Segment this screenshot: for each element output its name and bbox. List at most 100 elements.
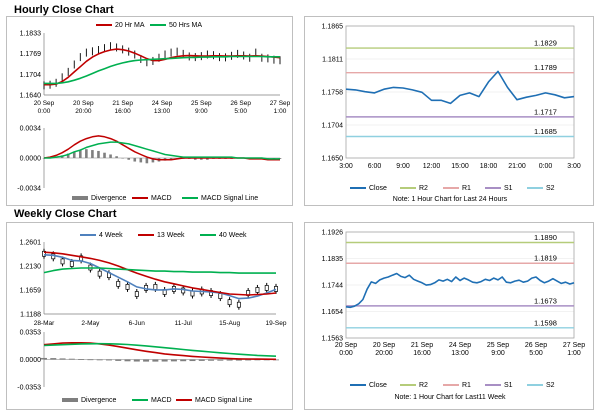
weekly-divergence-bar xyxy=(208,359,215,361)
weekly-price-x-tick: 19-Sep xyxy=(266,320,287,327)
weekly-close-x-tick-date: 24 Sep xyxy=(449,342,471,349)
weekly-ma13-legend-label: 13 Week xyxy=(157,232,185,239)
weekly-divergence-bar xyxy=(217,359,224,361)
weekly-price-candle xyxy=(125,284,130,290)
weekly-close-x-tick-date: 21 Sep xyxy=(411,342,433,349)
weekly-macd-y-tick: 0.0353 xyxy=(20,330,42,337)
hourly-price-x-tick-date: 20 Sep xyxy=(73,100,94,107)
hourly-left-panel xyxy=(6,16,293,206)
weekly-macd-line xyxy=(43,341,277,361)
weekly-close-x-tick-time: 16:00 xyxy=(413,350,431,357)
weekly-divergence-bar xyxy=(143,359,150,362)
weekly-divergence-bar xyxy=(50,358,57,360)
hourly-divergence-bar xyxy=(151,158,155,163)
weekly-signal-legend-label: MACD Signal Line xyxy=(195,397,252,404)
weekly-divergence-bar xyxy=(273,359,279,361)
weekly-close-r2-legend-label: R2 xyxy=(419,382,428,389)
hourly-price-x-tick-time: 5:00 xyxy=(234,108,247,115)
hourly-close-level-s1-label: 1.1717 xyxy=(534,107,557,116)
hourly-signal-line xyxy=(44,141,280,160)
weekly-divergence-bar xyxy=(105,359,112,361)
hourly-divergence-legend-label: Divergence xyxy=(91,195,127,202)
hourly-price-x-tick-time: 9:00 xyxy=(195,108,208,115)
hourly-price-x-tick-date: 26 Sep xyxy=(230,100,251,107)
weekly-ma40-line xyxy=(43,267,276,274)
weekly-price-y-tick: 1.2130 xyxy=(20,264,42,271)
hourly-close-x-tick: 12:00 xyxy=(423,163,441,170)
hourly-close-x-tick: 21:00 xyxy=(508,163,526,170)
hourly-close-y-tick: 1.1650 xyxy=(322,156,344,163)
hourly-close-level-s2-label: 1.1685 xyxy=(534,127,557,136)
weekly-divergence-legend-swatch xyxy=(62,398,78,402)
weekly-close-level-r2-label: 1.1890 xyxy=(534,233,557,242)
weekly-section-title: Weekly Close Chart xyxy=(14,208,117,220)
hourly-ma20-legend-label: 20 Hr MA xyxy=(115,22,145,29)
weekly-divergence-bar xyxy=(124,359,131,362)
hourly-divergence-bar xyxy=(66,153,70,158)
weekly-divergence-bar xyxy=(245,359,252,361)
weekly-close-note: Note: 1 Hour Chart for Last11 Week xyxy=(394,394,506,401)
hourly-price-y-tick: 1.1833 xyxy=(20,31,42,38)
weekly-close-x-tick-time: 0:00 xyxy=(339,350,353,357)
weekly-macd-legend-label: MACD xyxy=(151,397,172,404)
hourly-ma50-line xyxy=(44,55,280,85)
weekly-close-y-tick: 1.1563 xyxy=(322,336,344,343)
hourly-divergence-bar xyxy=(133,158,137,162)
weekly-price-candle xyxy=(227,299,232,306)
hourly-close-x-tick: 6:00 xyxy=(368,163,382,170)
hourly-price-x-tick-date: 20 Sep xyxy=(34,100,55,107)
hourly-price-y-tick: 1.1769 xyxy=(20,51,42,58)
hourly-divergence-bar xyxy=(115,156,118,158)
hourly-section-title: Hourly Close Chart xyxy=(14,4,114,16)
weekly-close-s2-legend-label: S2 xyxy=(546,382,555,389)
weekly-close-y-tick: 1.1654 xyxy=(322,309,344,316)
weekly-price-candle xyxy=(153,284,158,290)
weekly-price-y-tick: 1.2601 xyxy=(20,240,42,247)
weekly-close-level-s2-label: 1.1598 xyxy=(534,318,557,327)
weekly-divergence-bar xyxy=(152,359,159,362)
hourly-macd-y-tick: 0.0000 xyxy=(20,156,42,163)
weekly-price-y-tick: 1.1659 xyxy=(20,288,42,295)
weekly-price-x-tick: 2-May xyxy=(81,320,100,327)
hourly-divergence-bar xyxy=(91,150,94,158)
hourly-close-level-r2-label: 1.1829 xyxy=(534,39,557,48)
weekly-close-s1-legend-label: S1 xyxy=(504,382,513,389)
weekly-price-candle xyxy=(218,293,223,299)
weekly-divergence-bar xyxy=(180,359,187,362)
weekly-close-x-tick-date: 25 Sep xyxy=(487,342,509,349)
weekly-price-candle xyxy=(60,258,65,265)
weekly-signal-line xyxy=(43,342,277,357)
weekly-close-y-tick: 1.1926 xyxy=(322,230,344,237)
weekly-ma4-line xyxy=(43,254,277,300)
hourly-close-x-tick: 3:00 xyxy=(567,163,581,170)
weekly-price-candle xyxy=(97,270,102,277)
weekly-close-plot-frame xyxy=(345,231,575,339)
weekly-close-x-tick-date: 20 Sep xyxy=(373,342,395,349)
hourly-close-x-tick: 18:00 xyxy=(480,163,498,170)
hourly-divergence-legend-swatch xyxy=(72,196,88,200)
hourly-macd-y-tick: -0.0034 xyxy=(17,186,41,193)
hourly-price-x-tick-date: 24 Sep xyxy=(152,100,173,107)
hourly-close-s1-legend-label: S1 xyxy=(504,185,513,192)
hourly-price-x-tick-time: 0:00 xyxy=(38,108,51,115)
hourly-price-x-tick-time: 16:00 xyxy=(115,108,132,115)
hourly-close-x-tick: 0:00 xyxy=(539,163,553,170)
weekly-right-panel xyxy=(304,222,594,410)
hourly-divergence-bar xyxy=(79,150,82,158)
weekly-price-candle xyxy=(236,301,241,308)
hourly-price-x-tick-time: 20:00 xyxy=(75,108,92,115)
hourly-price-x-tick-date: 25 Sep xyxy=(191,100,212,107)
weekly-price-x-tick: 6-Jun xyxy=(129,320,146,327)
weekly-divergence-bar xyxy=(68,358,75,360)
hourly-divergence-bar xyxy=(85,149,88,158)
hourly-price-x-tick-time: 13:00 xyxy=(154,108,171,115)
weekly-close-y-tick: 1.1835 xyxy=(322,256,344,263)
hourly-close-x-tick: 15:00 xyxy=(451,163,469,170)
hourly-divergence-bar xyxy=(200,158,203,160)
hourly-divergence-bar xyxy=(169,158,173,160)
hourly-divergence-bar xyxy=(206,158,209,160)
weekly-price-y-tick: 1.1188 xyxy=(20,312,41,319)
hourly-close-s2-legend-label: S2 xyxy=(546,185,555,192)
hourly-close-note: Note: 1 Hour Chart for Last 24 Hours xyxy=(393,196,508,203)
hourly-close-x-tick: 9:00 xyxy=(396,163,410,170)
